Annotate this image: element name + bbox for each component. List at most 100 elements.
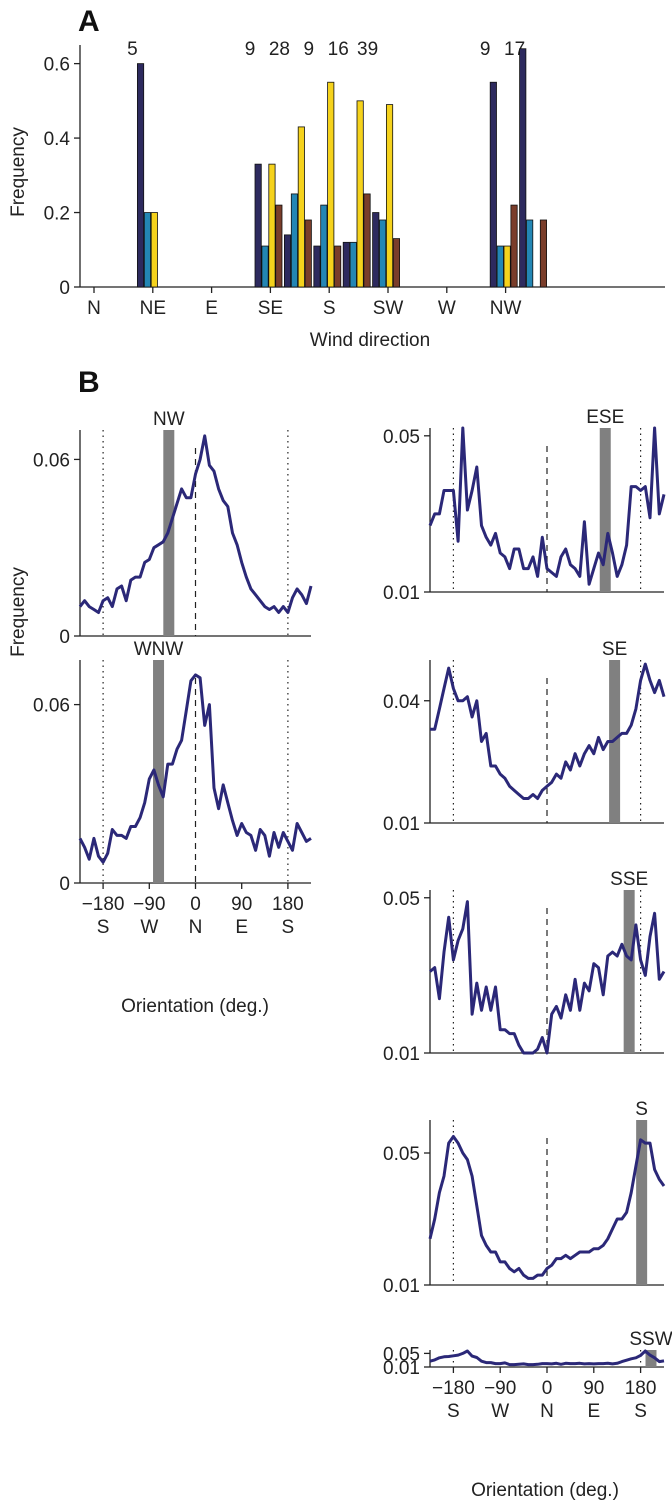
bar-teal-NW bbox=[526, 219, 534, 288]
x-tick-label: W bbox=[438, 298, 456, 319]
panel-a-bar-chart: A Frequency Wind direction 0 0.2 0.4 0.6 N 5 N… bbox=[8, 5, 665, 351]
wind-direction-marker bbox=[636, 1120, 648, 1285]
bar-yellow-SSW bbox=[385, 104, 394, 288]
sample-count-label: 9 bbox=[245, 39, 256, 60]
y-tick-label: 0.01 bbox=[383, 1044, 420, 1065]
x-tick-label: −90 bbox=[484, 1378, 516, 1399]
bar-yellow-NNE bbox=[150, 212, 158, 288]
y-tick-label: 0.01 bbox=[383, 583, 420, 604]
bar-yellow-ESE bbox=[268, 163, 276, 288]
bar-navy-SSE bbox=[313, 245, 321, 288]
y-tick-label: 0.04 bbox=[383, 692, 420, 713]
bar-brown-SSW bbox=[392, 238, 400, 288]
bar-brown-SE bbox=[304, 219, 312, 288]
sample-count-label: 9 bbox=[480, 39, 491, 60]
subplot-SE: 0.01 0.04 SE bbox=[383, 639, 666, 835]
y-tick-label: 0.05 bbox=[383, 1344, 420, 1365]
subplot-title: S bbox=[635, 1099, 648, 1120]
x-tick-label: SE bbox=[258, 298, 283, 319]
subplot-title: SSW bbox=[629, 1329, 672, 1350]
subplot-title: SE bbox=[602, 639, 627, 660]
x-tick-direction: N bbox=[189, 917, 203, 938]
x-tick-label: S bbox=[323, 298, 336, 319]
y-tick-label: 0.2 bbox=[44, 204, 70, 225]
subplot-WNW: 0 0.06 WNW bbox=[33, 639, 312, 895]
bar-teal-SE bbox=[290, 193, 298, 288]
y-tick-label: 0 bbox=[59, 874, 70, 895]
sample-count-label: 16 bbox=[328, 39, 349, 60]
x-tick-direction: S bbox=[447, 1401, 460, 1422]
x-tick-label: NE bbox=[140, 298, 166, 319]
sample-count-label: 5 bbox=[127, 39, 138, 60]
panel-a-letter: A bbox=[78, 5, 100, 38]
bar-navy-ESE bbox=[254, 163, 262, 288]
y-tick-label: 0.06 bbox=[33, 696, 70, 717]
y-tick-label: 0.4 bbox=[44, 129, 71, 150]
subplot-title: ESE bbox=[586, 407, 624, 428]
subplot-SSW: 0.010.05 SSW bbox=[383, 1329, 672, 1379]
subplot-NW: 0 0.06 NW bbox=[33, 409, 313, 648]
bar-navy-S bbox=[342, 241, 350, 288]
bar-brown-SSE bbox=[334, 245, 342, 288]
x-tick-direction: S bbox=[282, 917, 295, 938]
subplot-title: SSE bbox=[610, 869, 648, 890]
panel-b-left-xlabel: Orientation (deg.) bbox=[121, 996, 269, 1017]
bar-teal-SSW bbox=[379, 219, 387, 288]
series-line bbox=[428, 1135, 666, 1280]
x-tick-label: 90 bbox=[583, 1378, 604, 1399]
x-tick-label: −90 bbox=[133, 894, 165, 915]
y-tick-label: 0.6 bbox=[44, 55, 70, 76]
bar-yellow-SSE bbox=[327, 81, 335, 288]
panel-b-right-xlabel: Orientation (deg.) bbox=[471, 1480, 619, 1501]
x-tick-direction: E bbox=[235, 917, 248, 938]
bar-yellow-WNW bbox=[503, 245, 511, 288]
y-tick-label: 0.06 bbox=[33, 450, 70, 471]
x-tick-label: 180 bbox=[625, 1378, 657, 1399]
bar-navy-WNW bbox=[489, 81, 497, 288]
x-tick-label: 0 bbox=[542, 1378, 553, 1399]
x-tick-label: E bbox=[205, 298, 218, 319]
bar-teal-NNE bbox=[143, 212, 152, 288]
bar-brown-NW bbox=[539, 219, 547, 288]
panel-a-xlabel: Wind direction bbox=[310, 330, 430, 351]
series-line bbox=[428, 426, 666, 586]
bar-navy-NW bbox=[519, 48, 527, 288]
panel-a-ylabel: Frequency bbox=[8, 127, 29, 217]
y-tick-label: 0.01 bbox=[383, 1358, 420, 1379]
series-line bbox=[429, 900, 666, 1055]
bar-yellow-S bbox=[356, 100, 364, 288]
bar-teal-WNW bbox=[496, 245, 504, 288]
sample-count-label: 39 bbox=[357, 39, 378, 60]
x-tick-label: −180 bbox=[432, 1378, 475, 1399]
subplot-title: NW bbox=[153, 409, 185, 430]
x-tick-direction: S bbox=[97, 917, 110, 938]
y-tick-label: 0.01 bbox=[383, 1276, 420, 1297]
x-tick-label: SW bbox=[373, 298, 404, 319]
bar-teal-S bbox=[349, 241, 357, 288]
y-tick-label: 0.01 bbox=[383, 814, 420, 835]
subplot-title: WNW bbox=[134, 639, 184, 660]
x-tick-direction: E bbox=[587, 1401, 600, 1422]
wind-direction-marker bbox=[623, 890, 635, 1053]
x-tick-label: 0 bbox=[190, 894, 201, 915]
bar-brown-S bbox=[363, 193, 371, 288]
bar-navy-SE bbox=[283, 234, 292, 288]
x-tick-label: 180 bbox=[272, 894, 304, 915]
bar-brown-ESE bbox=[275, 204, 283, 288]
subplot-SSE: 0.01 0.05 SSE bbox=[383, 869, 666, 1065]
subplot-ESE: 0.01 0.05 ESE bbox=[383, 407, 666, 604]
series-line bbox=[430, 662, 666, 800]
y-tick-label: 0 bbox=[59, 627, 70, 648]
wind-direction-marker bbox=[599, 428, 611, 592]
panel-b-left-ylabel: Frequency bbox=[8, 567, 29, 657]
y-tick-label: 0.05 bbox=[383, 889, 420, 910]
wind-direction-marker bbox=[645, 1350, 657, 1367]
panel-b-line-charts: B Frequency Orientation (deg.) Orientati… bbox=[8, 366, 672, 1501]
x-tick-label: 90 bbox=[231, 894, 252, 915]
bar-teal-SSE bbox=[320, 204, 328, 288]
y-tick-label: 0.05 bbox=[383, 1144, 420, 1165]
sample-count-label: 9 bbox=[304, 39, 315, 60]
x-tick-label: NW bbox=[490, 298, 522, 319]
wind-direction-marker bbox=[153, 660, 165, 883]
